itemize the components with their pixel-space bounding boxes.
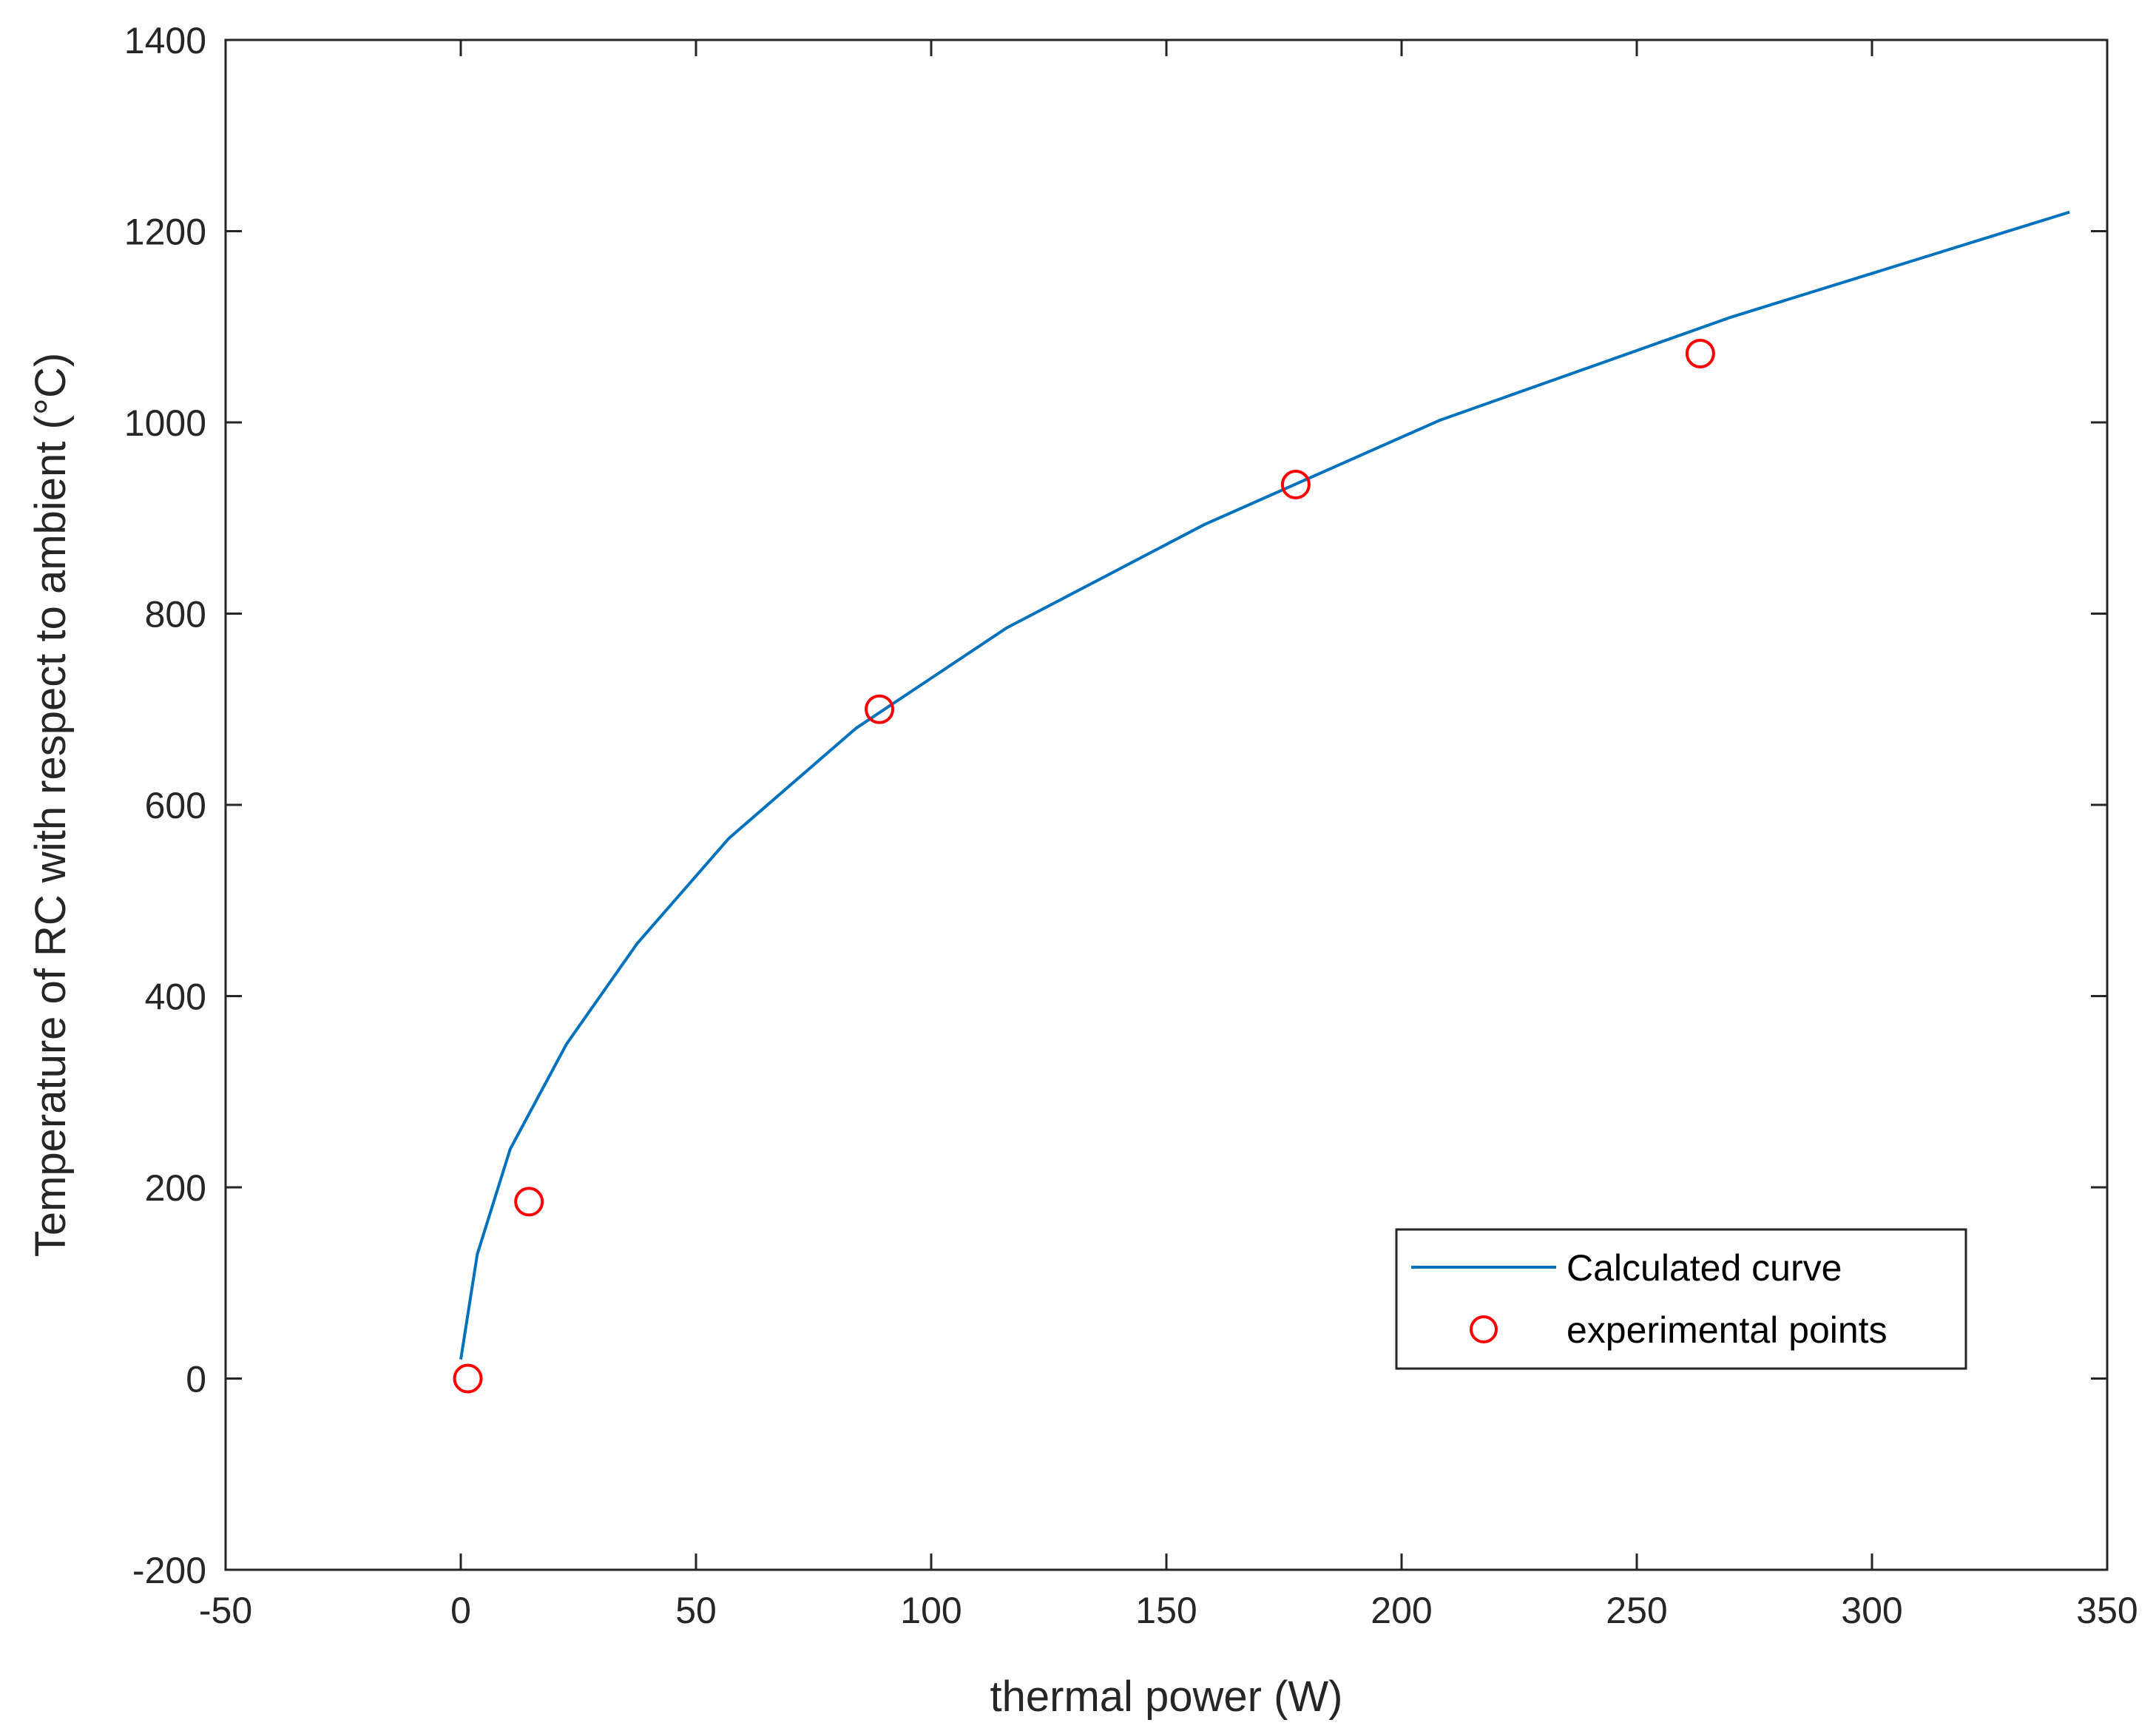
y-tick-label: 1400 [124, 20, 206, 61]
x-tick-label: 50 [675, 1590, 717, 1631]
y-tick-label: 400 [145, 976, 206, 1018]
x-axis-title: thermal power (W) [990, 1673, 1343, 1721]
legend-label-experimental: experimental points [1567, 1309, 1888, 1351]
x-tick-label: 200 [1371, 1590, 1432, 1631]
legend: Calculated curve experimental points [1395, 1228, 1967, 1370]
series-line-calculated-curve [459, 210, 2070, 1360]
y-tick-label: 0 [186, 1359, 206, 1400]
experimental-point [514, 1187, 544, 1217]
x-tick-label: 250 [1606, 1590, 1667, 1631]
y-tick-label: -200 [132, 1550, 206, 1591]
experimental-point [1280, 470, 1311, 500]
x-tick-label: 300 [1841, 1590, 1902, 1631]
x-tick-label: -50 [199, 1590, 252, 1631]
experimental-point [865, 694, 895, 724]
x-tick-label: 0 [450, 1590, 471, 1631]
legend-box [1395, 1228, 1967, 1370]
y-tick-label: 800 [145, 594, 206, 635]
x-tick-label: 150 [1135, 1590, 1197, 1631]
y-tick-label: 200 [145, 1167, 206, 1209]
x-tick-label: 100 [900, 1590, 962, 1631]
tick-labels: -50 0 50 100 150 200 250 300 350 -200 0 200 400 600 80… [124, 20, 2138, 1631]
legend-marker-swatch [1470, 1315, 1498, 1343]
experimental-point [453, 1363, 483, 1394]
series-layer [453, 210, 2070, 1394]
x-tick-label: 350 [2076, 1590, 2138, 1631]
y-tick-label: 1200 [124, 212, 206, 253]
y-tick-label: 600 [145, 785, 206, 826]
legend-label-calculated: Calculated curve [1567, 1247, 1842, 1289]
y-axis-title: Temperature of RC with respect to ambien… [27, 353, 75, 1257]
axes-box [224, 38, 2109, 1571]
y-tick-label: 1000 [124, 402, 206, 444]
experimental-point [1685, 338, 1715, 368]
